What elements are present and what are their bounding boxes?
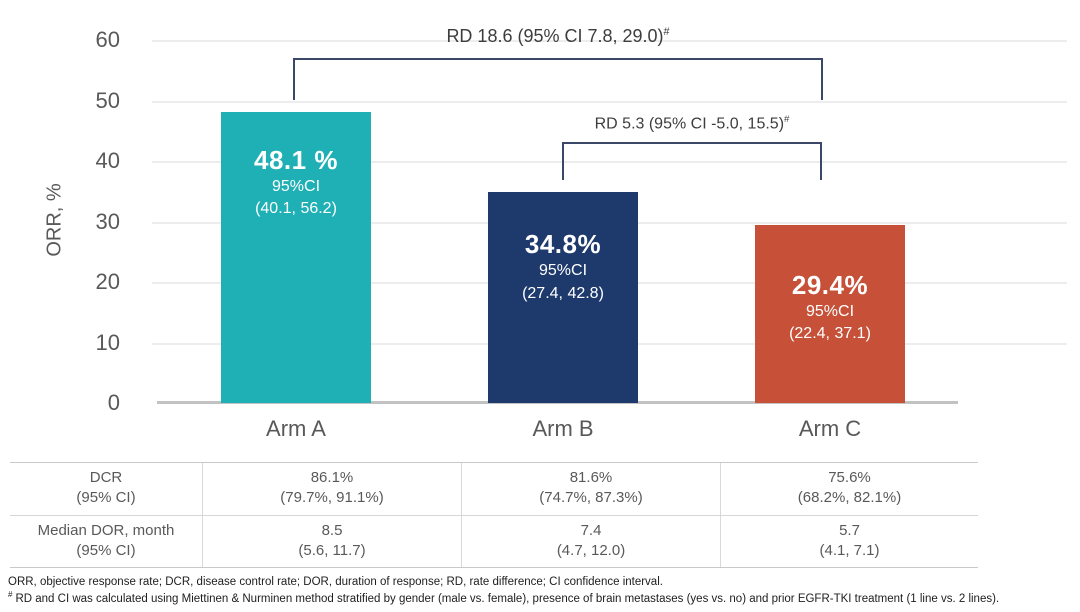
rd-annotation-2-footnote-marker: # <box>784 114 790 125</box>
footnote-abbreviations: ORR, objective response rate; DCR, disea… <box>8 576 663 588</box>
rd-annotation-arm-a-vs-c: RD 18.6 (95% CI 7.8, 29.0)# <box>293 26 823 47</box>
footnote-rd-method: # RD and CI was calculated using Miettine… <box>8 590 1076 607</box>
dor-arm-c-value: 5.7 <box>839 521 860 539</box>
dor-arm-c-cell: 5.7 (4.1, 7.1) <box>720 515 978 567</box>
dor-arm-a-ci: (5.6, 11.7) <box>298 541 366 559</box>
gridline <box>152 40 1067 42</box>
x-category-arm-a: Arm A <box>266 416 326 441</box>
plot-area: 48.1 % 95%CI (40.1, 56.2) 34.8% 95%CI (2… <box>160 40 958 403</box>
y-axis-ticks: 60 50 40 30 20 10 0 <box>55 27 120 415</box>
bar-arm-c: 29.4% 95%CI (22.4, 37.1) <box>755 225 905 403</box>
table-row-dcr: DCR (95% CI) 86.1% (79.7%, 91.1%) 81.6% … <box>10 463 978 515</box>
x-category-arm-c: Arm C <box>798 416 862 441</box>
y-tick-50: 50 <box>95 87 120 113</box>
row-label-median-dor-line2: (95% CI) <box>76 541 136 559</box>
dcr-arm-a-value: 86.1% <box>310 469 354 486</box>
row-label-median-dor-line1: Median DOR, month <box>37 521 175 539</box>
y-tick-0: 0 <box>107 390 120 415</box>
dcr-arm-a-cell: 86.1% (79.7%, 91.1%) <box>202 463 461 515</box>
dcr-arm-c-value: 75.6% <box>828 469 871 486</box>
comparison-bracket-arm-b-vs-c <box>562 142 822 180</box>
row-label-dcr-line1: DCR <box>89 469 123 486</box>
bar-arm-c-ci-heading: 95%CI <box>805 303 855 321</box>
bar-arm-a-ci-range: (40.1, 56.2) <box>255 200 337 218</box>
footnotes: ORR, objective response rate; DCR, disea… <box>8 575 1076 607</box>
row-label-dcr: DCR (95% CI) <box>10 463 202 515</box>
rd-annotation-arm-b-vs-c: RD 5.3 (95% CI -5.0, 15.5)# <box>562 114 822 133</box>
bar-arm-b-value: 34.8% <box>524 229 602 260</box>
bar-arm-c-value: 29.4% <box>791 270 869 301</box>
rd-annotation-1-text: RD 18.6 (95% CI 7.8, 29.0) <box>446 26 664 46</box>
x-category-arm-b: Arm B <box>532 416 594 441</box>
bar-arm-c-ci-range: (22.4, 37.1) <box>789 325 871 343</box>
bar-arm-a-value: 48.1 % <box>254 145 338 175</box>
comparison-bracket-arm-a-vs-c <box>293 58 823 100</box>
dcr-arm-b-value: 81.6% <box>569 469 613 486</box>
gridline <box>152 100 1067 103</box>
row-label-median-dor: Median DOR, month (95% CI) <box>10 516 202 568</box>
table-row-median-dor: Median DOR, month (95% CI) 8.5 (5.6, 11.… <box>10 514 978 568</box>
hash-footnote-marker: # <box>8 589 13 599</box>
bar-arm-b-ci-range: (27.4, 42.8) <box>522 284 604 302</box>
bar-arm-a: 48.1 % 95%CI (40.1, 56.2) <box>221 112 371 403</box>
rd-annotation-2-text: RD 5.3 (95% CI -5.0, 15.5) <box>594 115 785 133</box>
dcr-arm-b-cell: 81.6% (74.7%, 87.3%) <box>461 463 720 515</box>
y-tick-30: 30 <box>95 208 120 234</box>
dor-arm-b-cell: 7.4 (4.7, 12.0) <box>461 515 720 567</box>
bar-arm-b: 34.8% 95%CI (27.4, 42.8) <box>488 192 638 403</box>
rd-annotation-1-footnote-marker: # <box>663 26 670 38</box>
dor-arm-b-value: 7.4 <box>580 521 602 539</box>
dcr-arm-b-ci: (74.7%, 87.3%) <box>539 489 643 507</box>
dor-arm-c-ci: (4.1, 7.1) <box>819 541 880 559</box>
footnote-rd-method-text: RD and CI was calculated using Miettinen… <box>15 592 1000 605</box>
dcr-arm-c-cell: 75.6% (68.2%, 82.1%) <box>720 463 978 515</box>
y-tick-10: 10 <box>95 329 120 355</box>
dor-arm-b-ci: (4.7, 12.0) <box>556 541 626 559</box>
y-tick-60: 60 <box>95 27 120 52</box>
dcr-arm-a-ci: (79.7%, 91.1%) <box>280 489 384 507</box>
gridline <box>152 161 1067 163</box>
dor-arm-a-value: 8.5 <box>321 521 343 539</box>
dcr-arm-c-ci: (68.2%, 82.1%) <box>797 489 902 507</box>
bar-arm-b-ci-heading: 95%CI <box>538 262 588 280</box>
summary-table: DCR (95% CI) 86.1% (79.7%, 91.1%) 81.6% … <box>10 462 978 568</box>
y-tick-20: 20 <box>95 269 120 294</box>
y-tick-40: 40 <box>95 148 120 173</box>
row-label-dcr-line2: (95% CI) <box>76 489 136 507</box>
bar-arm-a-ci-heading: 95%CI <box>271 177 321 195</box>
dor-arm-a-cell: 8.5 (5.6, 11.7) <box>202 515 461 567</box>
